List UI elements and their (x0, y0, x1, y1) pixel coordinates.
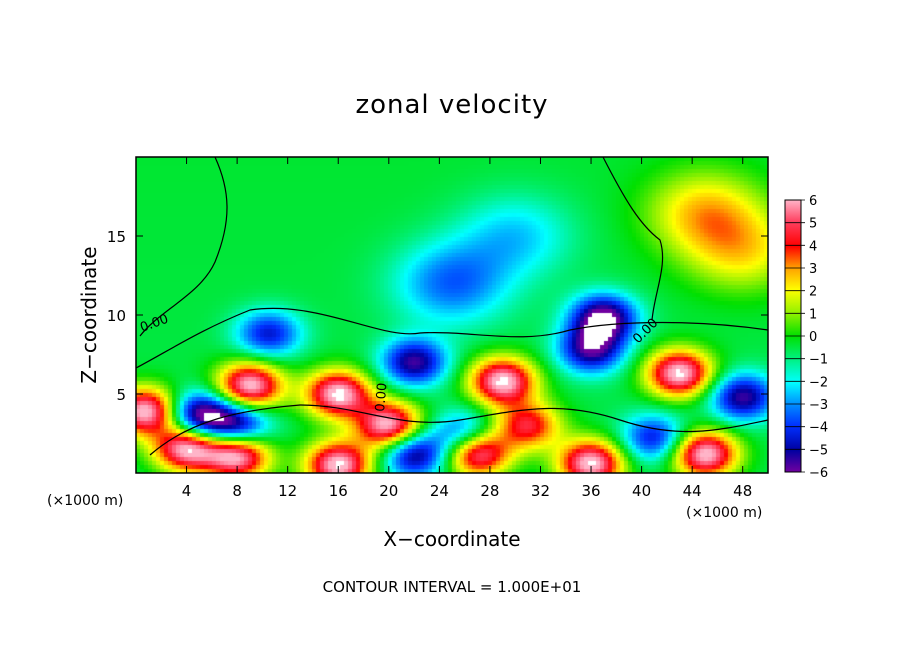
colorbar-tick-label: 1 (809, 307, 817, 322)
y-tick-label: 5 (116, 386, 126, 404)
colorbar-ticks: 6 5 4 3 2 1 0 −1 −2 −3 −4 −5 −6 (785, 194, 828, 481)
contour-label: 0.00 (373, 382, 390, 412)
colorbar-tick-label: 3 (809, 262, 817, 277)
colorbar-tick-label: −4 (809, 421, 828, 436)
heatmap-field (136, 157, 768, 473)
x-tick-label: 40 (632, 482, 651, 500)
colorbar-tick-label: −5 (809, 443, 828, 458)
plot-area: 0.00 0.00 0.00 (135, 156, 769, 474)
x-axis-ticks: 4 8 12 16 20 24 28 32 36 40 44 48 (182, 157, 752, 500)
x-tick-label: 44 (683, 482, 702, 500)
x-tick-label: 32 (531, 482, 550, 500)
colorbar-tick-label: 6 (809, 194, 817, 209)
colorbar-tick-label: 2 (809, 285, 817, 300)
colorbar-tick-label: −1 (809, 353, 828, 368)
x-tick-label: 28 (480, 482, 499, 500)
x-tick-label: 8 (232, 482, 242, 500)
zero-contour-lines (135, 156, 769, 456)
y-tick-label: 10 (107, 307, 126, 325)
x-tick-label: 24 (430, 482, 449, 500)
x-tick-label: 20 (379, 482, 398, 500)
colorbar-tick-label: −6 (809, 466, 828, 481)
contour-interval-note: CONTOUR INTERVAL = 1.000E+01 (323, 578, 582, 596)
x-tick-label: 16 (329, 482, 348, 500)
x-axis-label: X−coordinate (383, 527, 520, 551)
x-unit-left: (×1000 m) (47, 493, 123, 509)
x-tick-label: 4 (182, 482, 192, 500)
colorbar-tick-label: −2 (809, 375, 828, 390)
y-axis-ticks: 5 10 15 (107, 228, 768, 404)
x-tick-label: 48 (733, 482, 752, 500)
chart-title: zonal velocity (355, 90, 548, 120)
y-tick-label: 15 (107, 228, 126, 246)
colorbar-tick-label: 0 (809, 330, 817, 345)
colorbar-tick-label: 4 (809, 239, 817, 254)
colorbar-tick-label: −3 (809, 398, 828, 413)
x-tick-label: 12 (278, 482, 297, 500)
x-tick-label: 36 (581, 482, 600, 500)
x-unit-right: (×1000 m) (686, 505, 762, 521)
colorbar: 6 5 4 3 2 1 0 −1 −2 −3 −4 −5 −6 (784, 194, 828, 481)
colorbar-tick-label: 5 (809, 217, 817, 232)
y-axis-label: Z−coordinate (77, 246, 101, 383)
